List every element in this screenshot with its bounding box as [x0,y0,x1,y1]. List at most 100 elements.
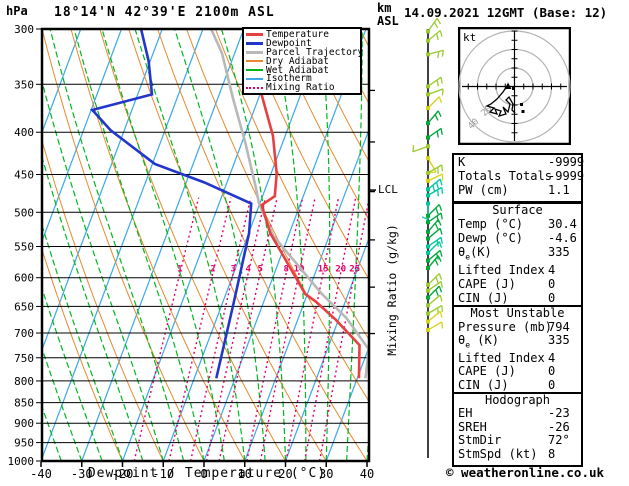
table-row-value: 0 [548,364,556,379]
legend-item: Wet Adiabat [246,64,360,76]
table-row-value: 30.4 [548,216,577,231]
table-row-value: 72° [548,433,570,448]
svg-text:550: 550 [14,240,34,253]
table-row-value: 794 [548,319,570,334]
svg-text:1000: 1000 [8,455,35,468]
legend-swatch-thin [246,69,263,71]
table-row-label: Pressure (mb) [458,319,552,334]
table-row-value: 335 [548,244,570,259]
table-row-label: EH [458,406,473,421]
legend: Temperature Dewpoint Parcel Trajectory Dry … [242,27,364,95]
altitude-axis-label: km ASL [377,2,399,28]
svg-text:0: 0 [200,467,207,481]
table-row: CIN (J) 0 [454,377,581,393]
table-row-label: K [458,155,466,169]
table-row-value: -26 [548,419,570,434]
table-row-label: Dewp (°C) [458,230,524,245]
table-row: θe (K) 335 [454,333,581,352]
table-title: Hodograph [484,393,551,407]
svg-text:2: 2 [210,265,215,275]
table-row: Lifted Index 4 [454,350,581,366]
table-row: Lifted Index 4 [454,262,581,278]
table-row-label: Temp (°C) [458,216,524,231]
svg-text:20: 20 [278,467,292,481]
table-row-value: -9999 [548,169,585,183]
table-row-value: -23 [548,406,570,421]
legend-label: Isotherm [266,73,312,85]
table-row-label: Lifted Index [458,350,545,365]
legend-item: Dewpoint [246,38,360,49]
svg-text:500: 500 [14,206,34,219]
legend-label: Parcel Trajectory [266,46,364,58]
altitude-axis-ref: ASL [377,14,399,28]
table-row: K -9999 [454,155,584,169]
km-ticks [369,89,376,335]
most-unstable-box: Most Unstable Pressure (mb) 794 θe (K) 335 Li… [452,305,583,394]
svg-text:4: 4 [246,265,252,275]
table-row-label: CAPE (J) [458,276,516,291]
legend-swatch-thick [246,32,263,36]
table-row-value: 0 [548,290,556,305]
table-row: Pressure (mb) 794 [454,319,581,335]
table-row: CIN (J) 0 [454,290,581,306]
svg-text:30: 30 [319,467,333,481]
table-row: CAPE (J) 0 [454,365,581,379]
datetime-title: 14.09.2021 12GMT (Base: 12) [404,5,608,20]
table-row-label: CAPE (J) [458,364,516,379]
mixing-ratio-lines [133,197,369,461]
table-row-label: Totals Totals [458,169,552,183]
svg-text:750: 750 [14,352,34,365]
table-row-label: StmDir [458,433,502,448]
skewt-plot: 1 2 3 4 5 8 10 15 20 2530035040045050055060065070… [8,17,445,481]
mixing-ratio-labels: 1 2 3 4 5 8 10 15 20 25 [177,265,360,275]
table-title: Surface [492,203,543,217]
table-row-label: CIN (J) [458,377,509,392]
svg-text:600: 600 [14,272,34,285]
station-title: 18°14'N 42°39'E 2100m ASL [54,5,275,20]
mixing-ratio-axis-label: Mixing Ratio (g/kg) [385,224,399,356]
wind-barbs [412,17,445,458]
table-row-value: 0 [548,377,556,392]
legend-swatch-thin [246,78,263,80]
table-row: θe(K) 335 [454,244,581,264]
table-row-value: -4.6 [548,230,577,245]
table-row-value: 335 [548,333,570,347]
svg-text:25: 25 [349,265,360,275]
x-axis-title: Dewpoint / Temperature (°C) [87,466,327,481]
svg-text:10: 10 [238,467,252,481]
table-row-label: θe(K) [458,244,492,261]
temp-axis: -40 -30 -20 -10 0 10 20 30 40 [30,462,374,481]
table-row: Temp (°C) 30.4 [454,216,581,232]
isobar-lines [36,28,369,462]
svg-text:700: 700 [14,327,34,340]
legend-label: Dry Adiabat [266,55,329,67]
svg-text:900: 900 [14,417,34,430]
svg-text:-40: -40 [30,467,52,481]
table-row: StmSpd (kt) 8 [454,447,581,461]
plot-border [40,27,371,463]
svg-text:450: 450 [14,168,34,181]
svg-text:400: 400 [14,126,34,139]
svg-text:350: 350 [14,78,34,91]
legend-swatch-dotted [246,86,263,89]
pressure-unit-label: hPa [6,4,28,18]
table-row-label: CIN (J) [458,290,509,305]
surface-box: Surface Temp (°C) 30.4 Dewp (°C) -4.6 θe(K) 33… [452,202,583,307]
table-row: EH -23 [454,406,581,421]
table-row: Totals Totals -9999 [454,169,585,183]
svg-text:300: 300 [14,23,34,36]
legend-label: Mixing Ratio [266,82,335,94]
svg-text:20: 20 [335,265,346,275]
svg-text:850: 850 [14,397,34,410]
hodograph-trace [485,84,516,117]
table-row-value: 4 [548,350,556,365]
grid-lines [42,29,369,461]
legend-item: Mixing Ratio [246,82,360,94]
svg-text:-20: -20 [112,467,134,481]
legend-item: Temperature [246,29,360,40]
svg-text:-10: -10 [152,467,174,481]
legend-item: Isotherm [246,73,360,85]
legend-label: Wet Adiabat [266,64,329,76]
table-row-value: 4 [548,262,556,277]
